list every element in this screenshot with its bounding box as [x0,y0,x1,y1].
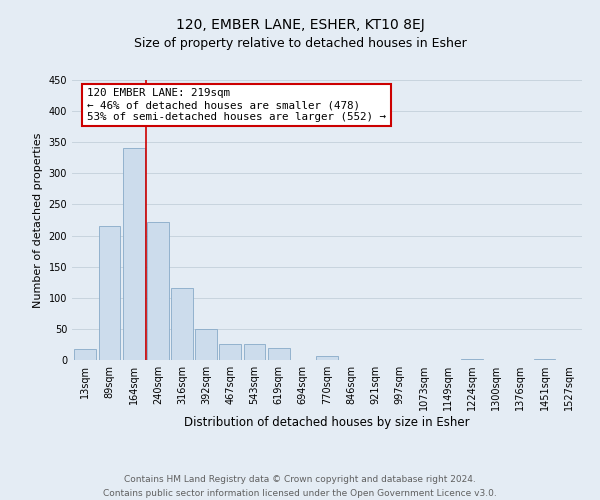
Bar [123,148,145,360]
Text: 120 EMBER LANE: 219sqm
← 46% of detached houses are smaller (478)
53% of semi-de: 120 EMBER LANE: 219sqm ← 46% of detached… [88,88,386,122]
Bar [171,288,193,360]
Bar [244,344,265,360]
Bar [74,349,96,360]
Bar [268,348,290,360]
X-axis label: Distribution of detached houses by size in Esher: Distribution of detached houses by size … [184,416,470,429]
Text: 120, EMBER LANE, ESHER, KT10 8EJ: 120, EMBER LANE, ESHER, KT10 8EJ [176,18,424,32]
Bar [220,344,241,360]
Text: Size of property relative to detached houses in Esher: Size of property relative to detached ho… [134,38,466,51]
Bar [195,329,217,360]
Text: Contains HM Land Registry data © Crown copyright and database right 2024.
Contai: Contains HM Land Registry data © Crown c… [103,476,497,498]
Bar [316,356,338,360]
Bar [461,359,483,360]
Bar [533,359,556,360]
Bar [147,222,169,360]
Bar [98,226,121,360]
Y-axis label: Number of detached properties: Number of detached properties [33,132,43,308]
